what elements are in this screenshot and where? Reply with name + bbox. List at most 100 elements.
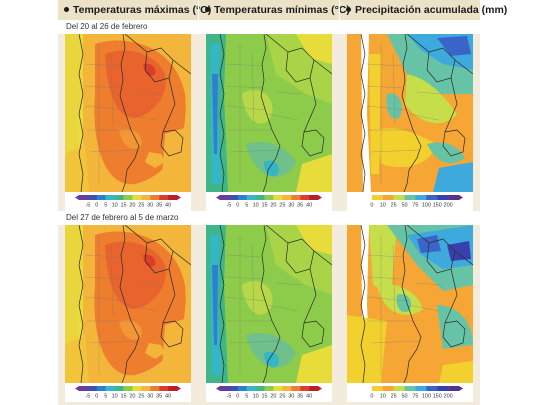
temperature-scale-swatch: [309, 195, 319, 200]
precipitation-scale-swatch: [437, 195, 449, 200]
header-divider: [198, 0, 199, 20]
temperature-scale-swatch: [123, 195, 133, 200]
temperature-scale-tick-label: 10: [112, 394, 118, 400]
precipitation-scale-tick-label: 0: [370, 394, 373, 400]
temperature-scale-tick-label: 5: [104, 394, 107, 400]
bullet-icon: [346, 7, 351, 13]
temperature-scale-tick-label: -5: [226, 394, 231, 400]
temperature-scale-tick-label: 0: [236, 203, 239, 209]
precip-map: [347, 225, 473, 383]
temperature-scale-tick-label: 20: [129, 203, 135, 209]
temperature-scale-tick-label: 40: [165, 203, 171, 209]
scale-arrow-right-icon: [318, 386, 322, 391]
temperature-scale-tick-label: 0: [95, 394, 98, 400]
temperature-scale-swatch: [291, 195, 301, 200]
temperature-scale-swatch: [150, 386, 160, 391]
precipitation-scale-swatch: [415, 195, 427, 200]
precipitation-scale-swatch: [393, 195, 405, 200]
temperature-scale-swatch: [87, 195, 98, 200]
scale-arrow-right-icon: [459, 195, 463, 200]
scale-arrow-left-icon: [216, 386, 220, 391]
precipitation-scale-tick-label: 75: [412, 394, 418, 400]
precipitation-scale-swatch: [426, 195, 438, 200]
temperature-scale-swatch: [105, 386, 115, 391]
temperature-scale-tick-label: 15: [261, 394, 267, 400]
precipitation-scale-tick-label: 100: [422, 394, 431, 400]
temperature-scale-tick-label: 20: [129, 394, 135, 400]
precipitation-scale-tick-label: 10: [380, 203, 386, 209]
temperature-scale-swatch: [96, 386, 106, 391]
precipitation-scale-tick-label: 50: [401, 394, 407, 400]
panel-min-temp-week1: -5 0 5 10 15 20 25 30 35 40: [206, 34, 332, 211]
period-2-label: Del 27 de febrero al 5 de marzo: [58, 211, 480, 225]
temperature-scale-swatch: [255, 386, 265, 391]
precipitation-scale: 0 10 25 50 75 100 150 200: [357, 386, 463, 400]
temperature-scale-swatch: [264, 386, 274, 391]
scale-arrow-right-icon: [318, 195, 322, 200]
precipitation-scale-tick-label: 25: [391, 203, 397, 209]
max-temp-map: [65, 34, 191, 192]
temperature-scale-tick-label: -5: [85, 394, 90, 400]
temperature-scale-tick-label: 20: [270, 394, 276, 400]
precipitation-scale-tick-label: 200: [444, 203, 453, 209]
temperature-scale-swatch: [132, 195, 142, 200]
temperature-scale-swatch: [79, 386, 89, 391]
temperature-scale-swatch: [300, 195, 310, 200]
precipitation-scale-tick-label: 25: [391, 394, 397, 400]
precipitation-scale-swatch: [404, 386, 416, 391]
temperature-scale-swatch: [123, 386, 133, 391]
temperature-scale-tick-label: 10: [253, 394, 259, 400]
scale-arrow-right-icon: [177, 386, 181, 391]
temperature-scale-tick-label: 35: [297, 203, 303, 209]
temperature-scale-tick-label: -5: [226, 203, 231, 209]
temperature-scale-tick-label: 15: [120, 394, 126, 400]
precipitation-scale-tick-label: 200: [444, 394, 453, 400]
temperature-scale-swatch: [79, 195, 89, 200]
temperature-scale: -5 0 5 10 15 20 25 30 35 40: [216, 195, 322, 209]
panel-max-temp-week2: -5 0 5 10 15 20 25 30 35 40: [65, 225, 191, 402]
min-temp-map: [206, 225, 332, 383]
temperature-scale-tick-label: 35: [297, 394, 303, 400]
temperature-scale-tick-label: 25: [138, 394, 144, 400]
temperature-scale-swatch: [159, 386, 169, 391]
temperature-scale-swatch: [96, 195, 106, 200]
temperature-scale-swatch: [150, 195, 160, 200]
temperature-scale-tick-label: 35: [156, 394, 162, 400]
temperature-scale-swatch: [273, 195, 283, 200]
precipitation-scale-swatch: [448, 195, 460, 200]
temperature-scale-swatch: [282, 195, 292, 200]
temperature-scale-tick-label: 40: [306, 394, 312, 400]
temperature-scale-tick-label: 40: [306, 203, 312, 209]
precipitation-scale-swatch: [361, 195, 373, 200]
temperature-scale-swatch: [159, 195, 169, 200]
temperature-scale: -5 0 5 10 15 20 25 30 35 40: [216, 386, 322, 400]
header-min-temp: Temperaturas mínimas (°C): [199, 0, 350, 20]
panel-precip-week2: 0 10 25 50 75 100 150 200: [347, 225, 473, 402]
panel-precip-week1: 0 10 25 50 75 100 150 200: [347, 34, 473, 211]
temperature-scale-swatch: [246, 386, 256, 391]
temperature-scale-swatch: [237, 195, 247, 200]
temperature-scale: -5 0 5 10 15 20 25 30 35 40: [75, 195, 181, 209]
temperature-scale-tick-label: 25: [279, 203, 285, 209]
temperature-scale-tick-label: 30: [147, 203, 153, 209]
temperature-scale-swatch: [246, 195, 256, 200]
temperature-scale-tick-label: 25: [279, 394, 285, 400]
scale-arrow-left-icon: [216, 195, 220, 200]
precipitation-scale-swatch: [426, 386, 438, 391]
temperature-scale-tick-label: 10: [112, 203, 118, 209]
temperature-scale-tick-label: 5: [104, 203, 107, 209]
bullet-icon: [64, 7, 69, 13]
precipitation-scale-swatch: [437, 386, 449, 391]
precipitation-scale-swatch: [382, 386, 394, 391]
precipitation-scale-swatch: [404, 195, 416, 200]
bullet-icon: [205, 7, 210, 13]
header-max-temp: Temperaturas máximas (°C): [58, 0, 211, 20]
temperature-scale-tick-label: 30: [288, 394, 294, 400]
temperature-scale-tick-label: 0: [236, 394, 239, 400]
temperature-scale-tick-label: 30: [147, 394, 153, 400]
precipitation-scale-tick-label: 10: [380, 394, 386, 400]
precipitation-scale-tick-label: 100: [422, 203, 431, 209]
temperature-scale-tick-label: 0: [95, 203, 98, 209]
temperature-scale-swatch: [282, 386, 292, 391]
temperature-scale-swatch: [237, 386, 247, 391]
